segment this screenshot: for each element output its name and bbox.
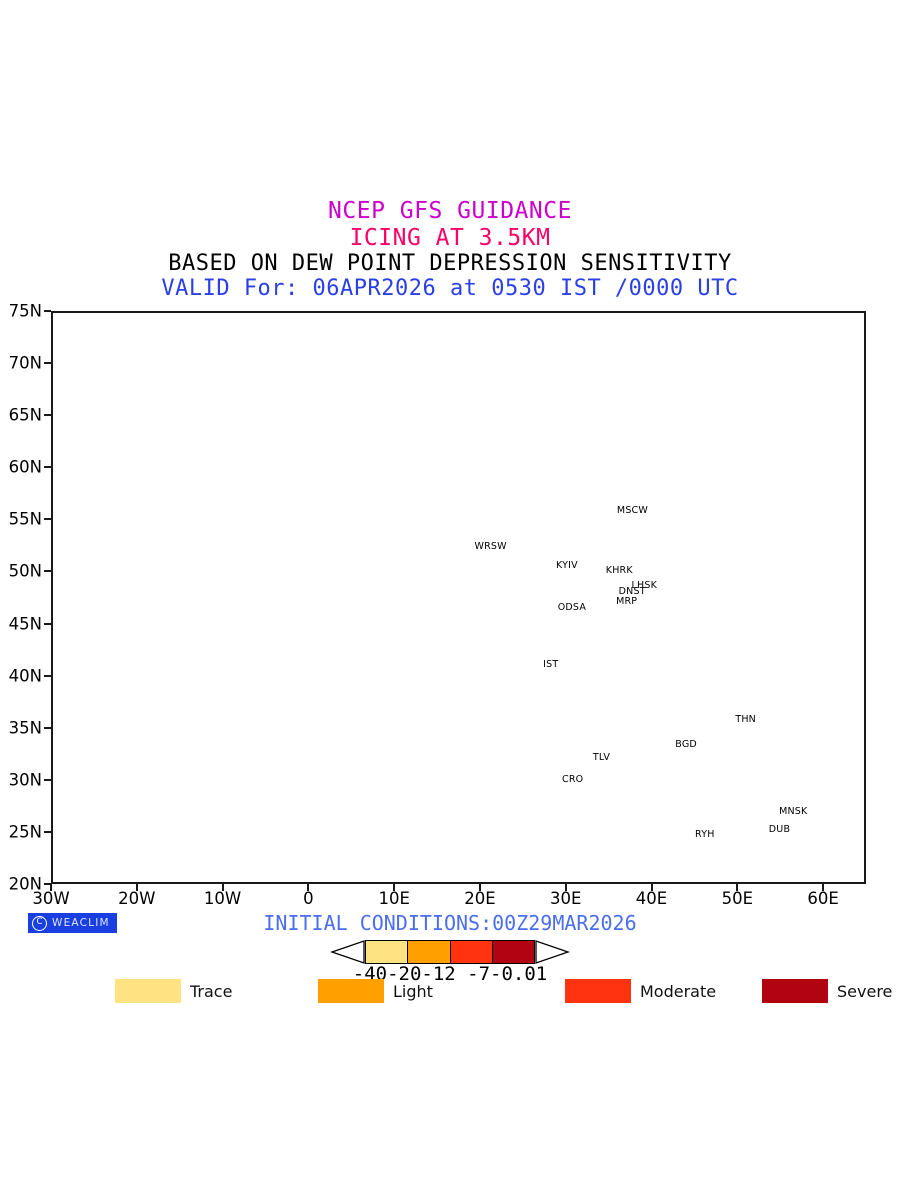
legend-label: Moderate [640,981,717,1001]
legend-item-trace: Trace [115,979,232,1003]
city-label: BGD [675,739,697,751]
colorbar-tick-labels: -40-20-12 -7-0.01 [352,963,548,985]
city-label: KYIV [556,560,578,572]
lon-tick-label: 20E [464,889,496,908]
city-label: DNST [618,586,646,598]
colorbar-segments [365,940,535,964]
lat-tick-mark [44,466,51,469]
lat-tick-label: 35N [8,718,42,738]
lon-tick-label: 0 [303,889,314,908]
lon-tick-label: 30E [550,889,582,908]
weaclim-logo-text: WEACLIM [52,917,110,929]
copyright-circle-icon: C [32,915,47,931]
lat-tick-mark [44,674,51,677]
lat-tick-mark [44,883,51,885]
city-label: ODSA [557,601,587,613]
lon-tick-mark [221,884,224,891]
lat-tick-label: 30N [8,770,42,790]
lat-tick-label: 25N [8,822,42,842]
lon-tick-label: 10E [378,889,410,908]
lon-tick-label: 50E [721,889,754,908]
legend-label: Severe [837,981,893,1001]
lon-tick-mark [650,884,653,891]
product-subtitle: ICING AT 3.5KM [349,225,551,251]
city-label: LHSK [631,580,658,592]
city-label: IST [543,659,559,671]
city-label: TLV [592,751,611,763]
lat-tick-mark [44,414,51,417]
colorbar-segment-3 [492,941,534,963]
city-label: THN [735,714,756,726]
lon-tick-mark [736,884,739,891]
city-label: WRSW [474,541,507,553]
legend-label: Light [393,981,433,1001]
lat-tick-mark [44,830,51,833]
lon-tick-mark [50,884,52,891]
lon-tick-mark [822,884,825,891]
colorbar-arrows [330,940,570,964]
city-label: MNSK [779,806,808,818]
title-block: NCEP GFS GUIDANCE ICING AT 3.5KM BASED O… [0,200,900,300]
colorbar-segment-2 [450,941,493,963]
legend-label: Trace [190,981,233,1001]
city-label: KHRK [605,565,633,577]
severity-legend: Trace Light Moderate Severe [0,979,900,1005]
lat-tick-label: 20N [8,874,42,894]
map-panel[interactable]: MSCW WRSW KYIV KHRK LHSK DNST MRP ODSA IST THN BGD… [32,311,866,908]
lat-tick-mark [44,570,51,573]
colorbar-segment-1 [408,941,451,963]
lon-tick-mark [564,884,567,891]
lat-tick-label: 60N [8,457,42,477]
lon-tick-mark [393,884,396,891]
city-label: MRP [616,595,638,607]
lat-tick-mark [44,726,51,729]
legend-item-light: Light [318,979,433,1003]
lat-tick-label: 75N [8,301,42,321]
lat-tick-mark [44,310,51,312]
weaclim-logo-badge[interactable]: C WEACLIM [28,913,117,933]
lon-tick-mark [307,884,310,891]
lat-tick-label: 45N [8,614,42,634]
legend-item-severe: Severe [762,979,892,1003]
legend-swatch [318,979,384,1003]
city-label: DUB [768,823,791,835]
map-frame-border [51,311,866,884]
legend-swatch [565,979,631,1003]
lat-tick-label: 40N [8,666,42,686]
lat-tick-mark [44,622,51,625]
lon-tick-label: 60E [807,889,839,908]
lon-tick-label: 10W [203,889,242,908]
lon-tick-mark [478,884,481,891]
lat-tick-mark [44,362,51,365]
lon-tick-label: 40E [635,889,668,908]
colorbar-segment-0 [366,941,409,963]
lat-tick-label: 55N [8,509,42,529]
city-label: CRO [562,773,584,785]
lat-tick-label: 70N [8,353,42,373]
lat-tick-mark [44,778,51,781]
lat-tick-mark [44,518,51,521]
initial-conditions-text: INITIAL CONDITIONS:00Z29MAR2026 [263,911,637,935]
colorbar [330,940,570,964]
legend-swatch [762,979,828,1003]
legend-swatch [115,979,181,1003]
product-valid-time: VALID For: 06APR2026 at 0530 IST /0000 U… [161,276,739,301]
lon-tick-label: 20W [118,889,156,908]
latitude-axis: 75N 70N 65N 60N 55N 50N 45N 40N 35N 30N 25N 20N [0,302,51,894]
product-basis: BASED ON DEW POINT DEPRESSION SENSITIVIT… [168,251,732,276]
lon-tick-mark [135,884,138,891]
city-label: RYH [695,829,715,841]
lat-tick-label: 65N [8,405,42,425]
lon-tick-label: 30W [32,889,70,908]
lat-tick-label: 50N [8,561,42,581]
product-title: NCEP GFS GUIDANCE [328,198,572,224]
legend-item-moderate: Moderate [565,979,716,1003]
city-label: MSCW [616,505,648,517]
